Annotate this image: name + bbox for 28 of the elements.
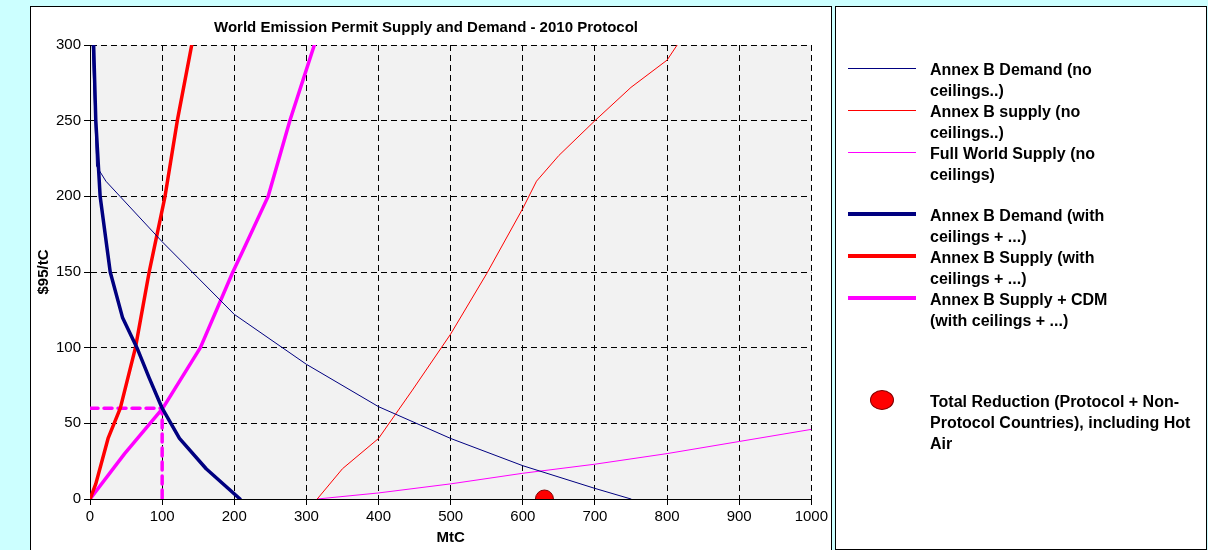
y-tick-label: 200: [56, 186, 82, 204]
chart-title: World Emission Permit Supply and Demand - 2010 Protocol: [214, 18, 638, 36]
x-tick-label: 600: [510, 507, 536, 525]
x-tick-label: 700: [582, 507, 608, 525]
x-tick-label: 800: [654, 507, 680, 525]
legend-label: Annex B supply (no ceilings..): [930, 102, 1082, 143]
legend-label: Annex B Demand (with ceilings + ...): [930, 206, 1106, 247]
x-tick-label: 900: [726, 507, 752, 525]
y-tick-label: 0: [72, 489, 82, 507]
legend-label: Full World Supply (no ceilings): [930, 144, 1096, 185]
y-tick-label: 50: [64, 413, 82, 431]
y-tick-label: 100: [56, 337, 82, 355]
legend-label: Total Reduction (Protocol + Non-Protocol Countries), including Hot Air: [930, 392, 1192, 454]
x-tick-label: 300: [293, 507, 319, 525]
y-tick-label: 150: [56, 262, 82, 280]
y-tick-label: 300: [56, 35, 82, 53]
legend-label: Annex B Demand (no ceilings..): [930, 60, 1093, 101]
x-tick-label: 200: [221, 507, 247, 525]
legend-label: Annex B Supply (with ceilings + ...): [930, 248, 1096, 289]
x-tick-label: 400: [366, 507, 392, 525]
legend-label: Annex B Supply + CDM (with ceilings + ...): [930, 290, 1109, 331]
y-axis-title: $95/tC: [34, 249, 52, 295]
x-tick-label: 0: [85, 507, 95, 525]
x-tick-label: 100: [149, 507, 175, 525]
x-tick-label: 500: [438, 507, 464, 525]
y-tick-label: 250: [56, 110, 82, 128]
x-axis-title: MtC: [436, 528, 465, 546]
x-tick-label: 1000: [794, 507, 828, 525]
